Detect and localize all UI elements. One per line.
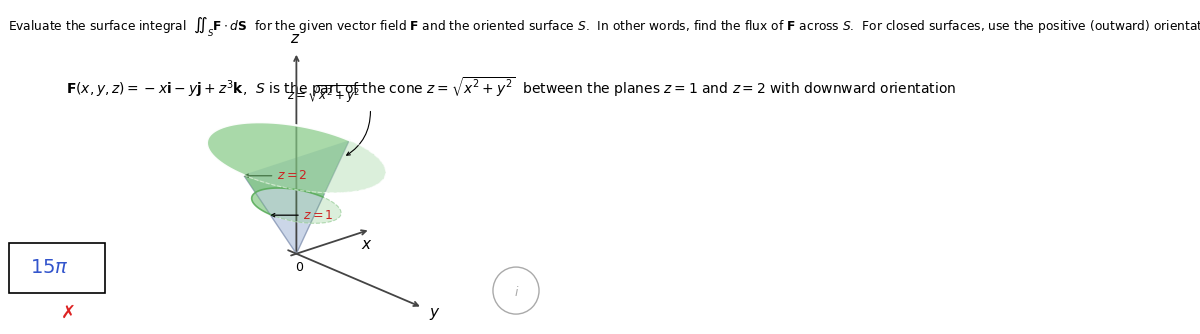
Text: $z = 2$: $z = 2$: [277, 169, 307, 182]
Text: y: y: [430, 305, 439, 320]
Text: $z = 1$: $z = 1$: [304, 209, 334, 222]
Polygon shape: [206, 122, 349, 214]
Text: z: z: [290, 31, 298, 46]
Polygon shape: [244, 140, 385, 223]
Text: $z = \sqrt{x^2 + y^2}$: $z = \sqrt{x^2 + y^2}$: [287, 84, 364, 106]
Text: Evaluate the surface integral  $\iint_S \mathbf{F} \cdot d\mathbf{S}$  for the g: Evaluate the surface integral $\iint_S \…: [8, 15, 1200, 39]
Text: 0: 0: [295, 261, 302, 274]
Text: ✗: ✗: [61, 304, 77, 322]
FancyBboxPatch shape: [10, 242, 106, 293]
Text: i: i: [515, 286, 517, 299]
Polygon shape: [244, 140, 349, 254]
Polygon shape: [206, 122, 385, 193]
Text: $\mathbf{F}(x, y, z) = -x\mathbf{i} - y\mathbf{j} + z^3\mathbf{k}$,  $S$ is the : $\mathbf{F}(x, y, z) = -x\mathbf{i} - y\…: [66, 75, 956, 99]
Text: $15\pi$: $15\pi$: [30, 259, 68, 277]
Text: x: x: [361, 237, 370, 252]
